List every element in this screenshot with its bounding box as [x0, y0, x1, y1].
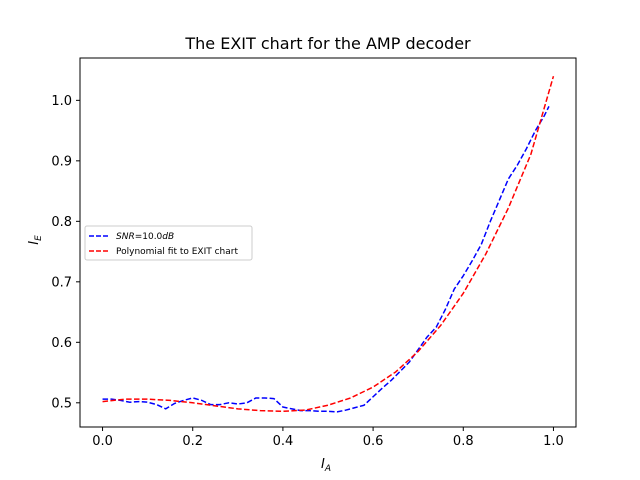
axes-frame [79, 57, 577, 428]
x-tick-label: 0.6 [363, 434, 384, 449]
series-line-polynomial-fit [102, 75, 555, 413]
legend: SNR=10.0dB Polynomial fit to EXIT chart [84, 225, 253, 261]
y-tick-label: 0.7 [51, 275, 72, 290]
legend-label-snr: SNR=10.0dB [116, 232, 174, 242]
y-tick-label: 1.0 [51, 94, 72, 109]
legend-label-fit: Polynomial fit to EXIT chart [116, 247, 238, 257]
y-tick-label: 0.5 [51, 396, 72, 411]
x-tick-label: 1.0 [543, 434, 564, 449]
plot-area [102, 75, 555, 413]
x-tick-label: 0.2 [182, 434, 203, 449]
y-axis-label: IE [27, 235, 44, 245]
series-line-snr [102, 106, 550, 413]
x-tick-label: 0.4 [273, 434, 294, 449]
axes: 0.0 0.2 0.4 0.6 0.8 1.0 0.5 0.6 0.7 0.8 0.9 1.0 [51, 57, 577, 449]
x-tick-label: 0.8 [453, 434, 474, 449]
x-axis-label: IA [321, 457, 331, 474]
chart-title: The EXIT chart for the AMP decoder [184, 34, 471, 53]
legend-box [84, 225, 253, 261]
y-tick-label: 0.8 [51, 215, 72, 230]
y-tick-label: 0.6 [51, 336, 72, 351]
x-tick-label: 0.0 [92, 434, 113, 449]
y-tick-label: 0.9 [51, 154, 72, 169]
